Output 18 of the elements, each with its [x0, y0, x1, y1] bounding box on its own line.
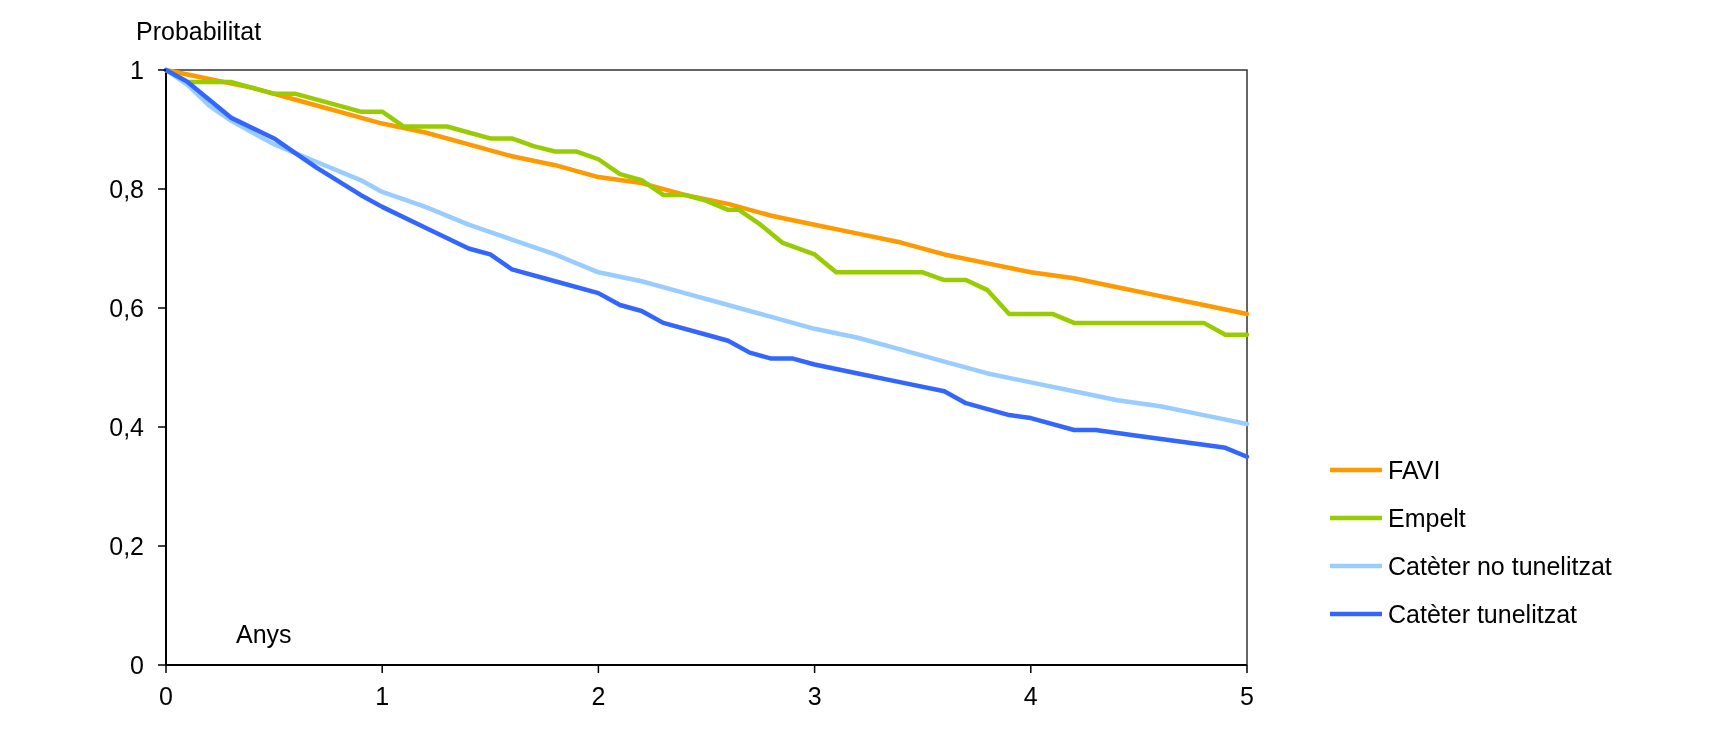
- x-tick-label: 3: [807, 682, 822, 710]
- x-tick-label: 2: [591, 682, 606, 710]
- y-tick-label: 0,4: [109, 412, 145, 441]
- legend-label: Catèter tunelitzat: [1388, 599, 1578, 628]
- legend-label: Empelt: [1388, 503, 1466, 532]
- y-tick-label: 0,2: [109, 531, 144, 560]
- y-tick-label: 0: [130, 650, 144, 679]
- x-tick-label: 5: [1240, 682, 1254, 710]
- x-tick-label: 4: [1023, 682, 1038, 710]
- x-tick-label: 1: [375, 682, 390, 710]
- x-axis-title: Anys: [236, 620, 292, 648]
- y-tick-label: 1: [130, 55, 144, 84]
- x-tick-label: 0: [159, 682, 173, 710]
- y-tick-label: 0,8: [109, 174, 144, 203]
- y-tick-label: 0,6: [109, 293, 144, 322]
- legend-label: FAVI: [1388, 455, 1441, 484]
- legend-label: Catèter no tunelitzat: [1388, 551, 1612, 580]
- y-axis-title: Probabilitat: [136, 17, 262, 45]
